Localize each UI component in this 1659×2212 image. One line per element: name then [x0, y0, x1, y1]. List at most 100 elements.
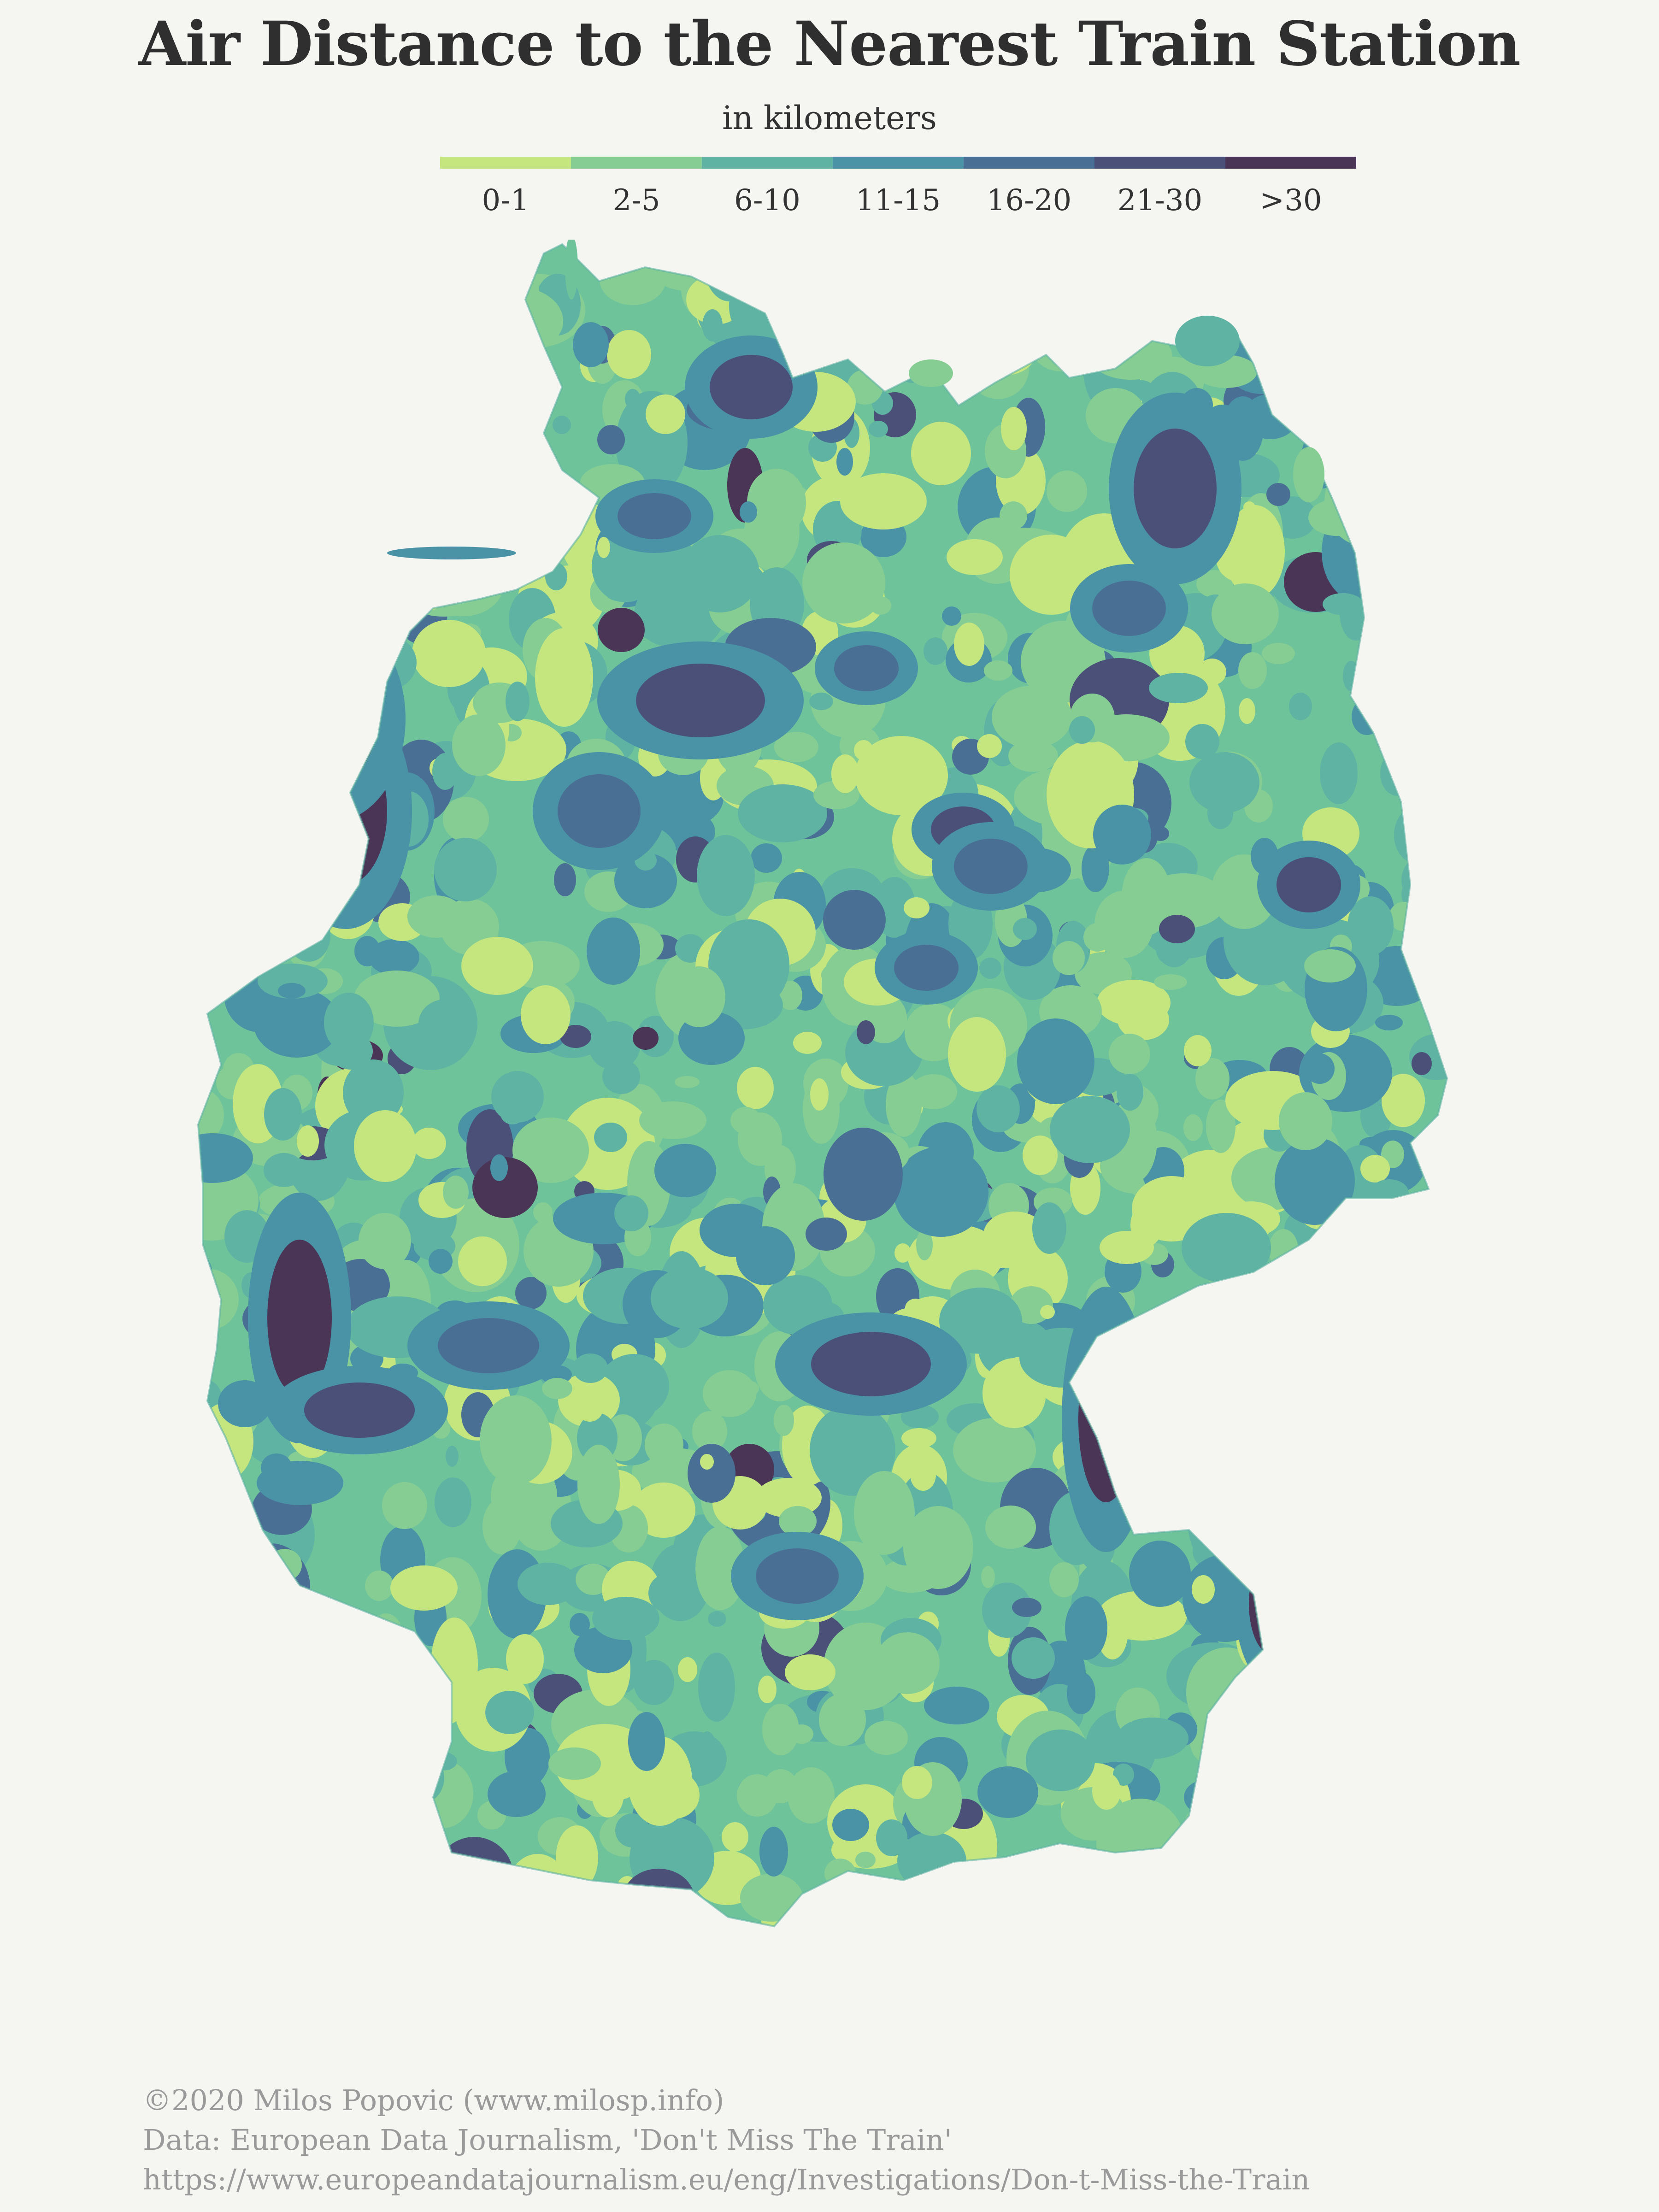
- distance-patch: [1405, 582, 1442, 644]
- distance-patch: [1207, 1442, 1278, 1506]
- distance-patch: [1153, 247, 1207, 314]
- island-fehmarn: [909, 359, 953, 387]
- distance-patch: [554, 863, 576, 896]
- distance-patch: [1448, 1450, 1465, 1478]
- distance-patch: [201, 1470, 243, 1494]
- distance-patch: [922, 1879, 951, 1923]
- distance-patch: [774, 1405, 794, 1436]
- distance-patch: [1184, 875, 1204, 904]
- distance-patch: [1214, 1433, 1230, 1454]
- distance-patch: [291, 1734, 352, 1788]
- distance-patch: [365, 1571, 394, 1601]
- distance-patch: [1226, 1430, 1287, 1463]
- distance-patch: [245, 602, 298, 661]
- distance-patch: [1310, 306, 1334, 325]
- distance-patch: [692, 1411, 727, 1452]
- distance-patch: [1113, 1764, 1134, 1786]
- distance-patch: [918, 256, 931, 276]
- distance-patch: [287, 415, 305, 433]
- distance-patch: [1264, 1350, 1336, 1441]
- distance-patch: [198, 521, 232, 583]
- distance-patch: [236, 892, 260, 917]
- distance-patch: [1233, 1400, 1303, 1474]
- distance-patch: [896, 290, 960, 341]
- distance-patch: [391, 552, 427, 609]
- distance-patch: [324, 993, 374, 1053]
- distance-patch: [229, 244, 282, 305]
- distance-patch: [1258, 285, 1341, 345]
- distance-patch: [518, 1563, 578, 1605]
- distance-patch: [1276, 1757, 1363, 1818]
- distance-patch: [349, 266, 369, 293]
- distance-patch: [1422, 884, 1447, 932]
- distance-patch: [774, 732, 818, 762]
- distance-patch: [390, 1565, 458, 1611]
- distance-patch: [625, 389, 641, 409]
- distance-patch: [1297, 1449, 1331, 1473]
- legend-item-2-5: 2-5: [571, 157, 702, 226]
- distance-patch: [198, 1728, 223, 1771]
- distance-patch: [607, 330, 651, 379]
- remote-zone-halo: [1235, 1523, 1309, 1685]
- distance-patch: [1192, 1575, 1215, 1604]
- distance-patch: [632, 1483, 695, 1538]
- distance-patch: [736, 1226, 795, 1285]
- distance-patch: [1445, 1204, 1447, 1217]
- distance-patch: [556, 1825, 598, 1890]
- distance-patch: [977, 1085, 1020, 1132]
- distance-patch: [1338, 1334, 1388, 1374]
- distance-patch: [1367, 510, 1407, 573]
- distance-patch: [1341, 1911, 1361, 1926]
- distance-patch: [374, 1728, 421, 1783]
- distance-patch: [230, 277, 272, 341]
- distance-patch: [634, 1660, 674, 1705]
- distance-patch: [490, 1154, 508, 1181]
- distance-patch: [758, 1676, 777, 1703]
- distance-patch: [217, 1659, 242, 1687]
- distance-patch: [1313, 315, 1337, 337]
- distance-patch: [198, 712, 224, 754]
- distance-patch: [576, 1564, 611, 1595]
- distance-patch: [1128, 1373, 1150, 1390]
- distance-patch: [1298, 244, 1337, 252]
- distance-patch: [708, 1611, 726, 1627]
- distance-patch: [391, 1721, 432, 1746]
- distance-patch: [1101, 1392, 1129, 1418]
- distance-patch: [325, 1692, 411, 1778]
- distance-patch: [1204, 1818, 1225, 1840]
- distance-patch: [740, 1874, 803, 1922]
- distance-patch: [1277, 1422, 1324, 1450]
- distance-patch: [313, 359, 355, 408]
- distance-patch: [1183, 1114, 1203, 1141]
- distance-patch: [361, 496, 407, 535]
- distance-patch: [286, 573, 359, 629]
- distance-patch: [494, 512, 513, 531]
- distance-patch: [1073, 1904, 1124, 1926]
- distance-patch: [291, 1611, 377, 1669]
- distance-patch: [1129, 1541, 1191, 1607]
- remote-zone-core: [267, 1240, 332, 1396]
- distance-patch: [982, 1583, 1032, 1638]
- distance-patch: [412, 620, 486, 687]
- distance-patch: [1244, 1331, 1302, 1394]
- distance-patch: [318, 724, 351, 762]
- distance-patch: [250, 519, 320, 574]
- distance-patch: [1433, 1248, 1447, 1285]
- distance-patch: [359, 1213, 411, 1269]
- distance-patch: [1279, 1092, 1332, 1150]
- distance-patch: [901, 1428, 936, 1448]
- distance-patch: [418, 1000, 470, 1048]
- distance-patch: [1307, 1623, 1377, 1678]
- distance-patch: [198, 966, 212, 990]
- legend-swatch: [440, 157, 571, 169]
- distance-patch: [1382, 1074, 1425, 1127]
- legend-swatch: [833, 157, 964, 169]
- legend-label: 16-20: [986, 183, 1072, 218]
- distance-patch: [382, 315, 413, 342]
- distance-patch: [229, 300, 291, 340]
- distance-patch: [1322, 1405, 1403, 1487]
- distance-patch: [1367, 1510, 1418, 1594]
- distance-patch: [1425, 678, 1442, 702]
- distance-patch: [1012, 1598, 1041, 1617]
- distance-patch: [1306, 1671, 1325, 1689]
